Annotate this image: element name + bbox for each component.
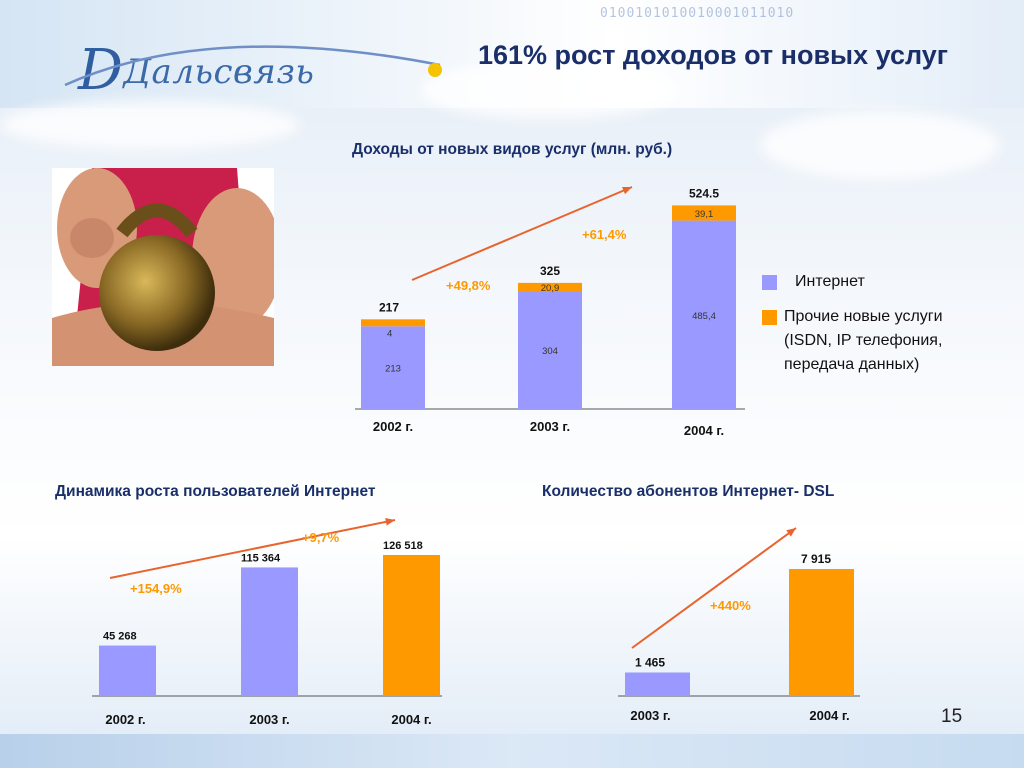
legend-label-other-line3: передача данных): [784, 356, 920, 373]
revenue-label-internet: 213: [385, 364, 401, 375]
cloud-decoration: [0, 100, 300, 150]
revenue-bar-internet: [361, 326, 425, 409]
dsl-bar: [625, 672, 690, 696]
revenue-growth-2004: +61,4%: [582, 227, 627, 242]
revenue-bar-other: [518, 282, 582, 291]
users-category-label: 2004 г.: [391, 712, 431, 727]
users-value-label: 45 268: [103, 631, 137, 643]
revenue-growth-2003: +49,8%: [446, 278, 491, 293]
legend-label-other-line1: Прочие новые услуги: [784, 308, 943, 325]
users-growth-arrow-head: [385, 518, 395, 526]
users-growth-arrow: [109, 519, 396, 579]
revenue-bar-internet: [518, 291, 582, 409]
revenue-chart-title: Доходы от новых видов услуг (млн. руб.): [352, 141, 673, 158]
revenue-bar-other: [672, 205, 736, 221]
dsl-value-label: 1 465: [635, 655, 665, 669]
revenue-total-label: 325: [540, 264, 560, 278]
revenue-category-label: 2003 г.: [530, 419, 570, 434]
slide-title: 161% рост доходов от новых услуг: [478, 40, 949, 70]
users-bar: [99, 645, 156, 696]
binary-decoration: 0100101010010001011010: [600, 6, 795, 21]
revenue-total-label: 217: [379, 300, 399, 314]
dsl-growth-2004: +440%: [710, 598, 751, 613]
users-bar: [383, 555, 440, 696]
dsl-bar: [789, 569, 854, 696]
revenue-bar-other: [361, 319, 425, 327]
revenue-category-label: 2002 г.: [373, 419, 413, 434]
revenue-growth-arrow-head: [622, 186, 632, 195]
revenue-category-label: 2004 г.: [684, 423, 724, 438]
cloud-decoration: [760, 110, 1000, 180]
footer-band: [0, 734, 1024, 768]
company-logo: DДальсвязь: [78, 38, 314, 103]
dsl-chart-title: Количество абонентов Интернет- DSL: [542, 483, 835, 500]
dsl-category-label: 2004 г.: [809, 708, 849, 723]
kettlebell-illustration: [52, 168, 274, 366]
legend-label-other-line2: (ISDN, IP телефония,: [784, 332, 943, 349]
revenue-label-internet: 304: [542, 346, 558, 357]
revenue-label-other: 4: [387, 328, 392, 339]
users-category-label: 2003 г.: [249, 712, 289, 727]
logo-text: Дальсвязь: [123, 52, 315, 92]
users-category-label: 2002 г.: [105, 712, 145, 727]
revenue-label-other: 20,9: [541, 283, 560, 294]
kettlebell-photo: [52, 168, 274, 366]
page-number: 15: [941, 706, 963, 727]
legend-swatch-other-services: [762, 310, 777, 325]
revenue-growth-arrow: [411, 186, 633, 281]
dsl-growth-arrow: [631, 527, 797, 649]
revenue-label-internet: 485,4: [692, 311, 716, 322]
users-value-label: 126 518: [383, 540, 423, 552]
logo-swoosh: [64, 45, 442, 87]
dsl-category-label: 2003 г.: [630, 708, 670, 723]
cloud-decoration: [420, 60, 680, 120]
users-value-label: 115 364: [241, 552, 281, 564]
revenue-bar-internet: [672, 220, 736, 409]
legend-swatch-internet: [762, 275, 777, 290]
revenue-total-label: 524.5: [689, 186, 719, 200]
revenue-label-other: 39,1: [695, 209, 714, 220]
legend-label-internet: Интернет: [795, 273, 865, 290]
users-growth-2004: +9,7%: [302, 530, 340, 545]
dsl-growth-arrow-head: [786, 528, 796, 537]
users-chart-title: Динамика роста пользователей Интернет: [55, 483, 376, 500]
users-bar: [241, 567, 298, 696]
users-growth-2003: +154,9%: [130, 581, 182, 596]
dsl-value-label: 7 915: [801, 552, 831, 566]
